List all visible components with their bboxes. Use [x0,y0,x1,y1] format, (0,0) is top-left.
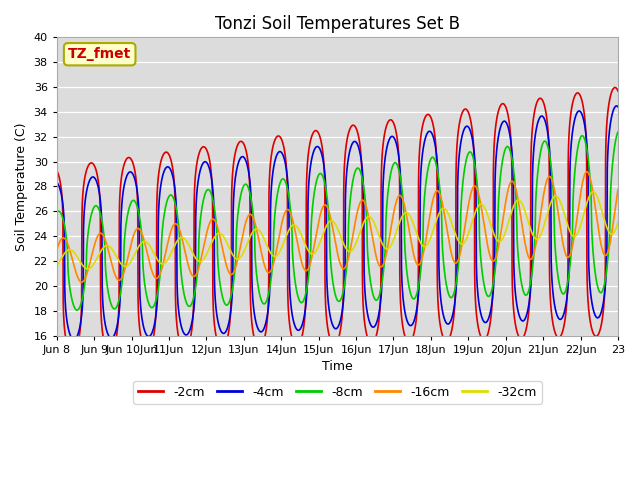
-8cm [317,170,324,176]
-2cm [317,136,324,142]
Line: -16cm: -16cm [57,172,618,282]
-4cm [495,130,503,136]
-16cm [614,190,621,196]
-8cm [614,131,621,137]
-4cm [53,180,61,185]
-32cm [463,234,471,240]
-4cm [614,104,622,109]
-4cm [614,103,621,109]
Line: -4cm: -4cm [57,106,618,339]
-16cm [433,188,440,194]
-8cm [433,162,440,168]
-2cm [495,106,503,112]
-16cm [78,279,86,285]
-4cm [317,147,324,153]
-16cm [614,187,622,192]
-2cm [463,108,471,113]
-32cm [53,263,61,269]
Line: -32cm: -32cm [57,192,618,269]
-8cm [495,189,503,195]
-16cm [53,247,61,253]
-4cm [70,336,77,342]
-8cm [154,289,162,295]
-2cm [433,148,440,154]
-16cm [495,241,503,247]
-16cm [317,211,324,216]
-2cm [614,87,621,93]
-2cm [614,88,622,94]
-4cm [463,123,471,129]
X-axis label: Time: Time [322,360,353,373]
Line: -2cm: -2cm [57,87,618,354]
-32cm [154,257,162,263]
-8cm [73,307,81,313]
-8cm [614,129,622,135]
-32cm [589,189,597,194]
-32cm [614,220,622,226]
Line: -8cm: -8cm [57,132,618,310]
-16cm [463,209,471,215]
-4cm [612,103,620,109]
Legend: -2cm, -4cm, -8cm, -16cm, -32cm: -2cm, -4cm, -8cm, -16cm, -32cm [133,381,541,404]
-8cm [53,209,61,215]
-32cm [317,238,324,244]
-4cm [433,149,440,155]
-16cm [154,275,162,281]
-32cm [614,221,621,227]
-2cm [154,180,162,186]
-32cm [433,218,440,224]
-2cm [68,351,76,357]
-32cm [495,239,503,244]
Y-axis label: Soil Temperature (C): Soil Temperature (C) [15,122,28,251]
-4cm [154,288,162,293]
-16cm [583,169,591,175]
Title: Tonzi Soil Temperatures Set B: Tonzi Soil Temperatures Set B [215,15,460,33]
-32cm [84,266,92,272]
-2cm [53,168,61,174]
-2cm [611,84,619,90]
-8cm [463,153,471,159]
Text: TZ_fmet: TZ_fmet [68,47,131,61]
